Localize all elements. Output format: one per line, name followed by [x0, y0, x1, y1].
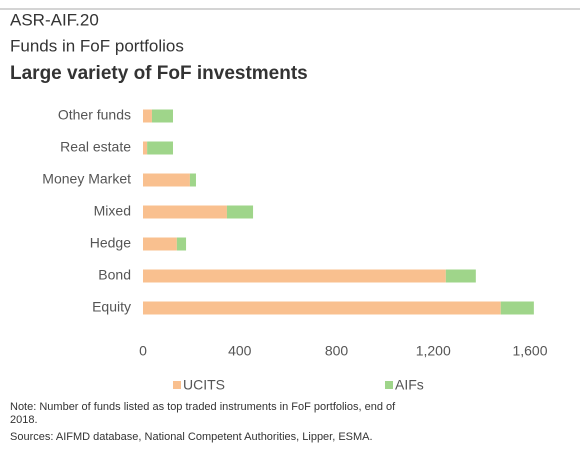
bar-segment [147, 141, 173, 155]
sources: Sources: AIFMD database, National Compet… [10, 431, 373, 443]
legend-swatch [173, 381, 181, 389]
bar-segment [143, 269, 446, 283]
legend-label: UCITS [183, 377, 225, 393]
bar-segment [143, 173, 190, 187]
bar-segment [176, 237, 187, 251]
bar-segment [500, 301, 534, 315]
y-tick-label: Equity [92, 299, 131, 315]
y-tick-label: Mixed [94, 203, 131, 219]
legend-swatch [385, 381, 393, 389]
x-tick-label: 0 [139, 343, 147, 359]
note-line: 2018. [10, 414, 38, 426]
code: ASR-AIF.20 [10, 10, 99, 29]
note-line: Note: Number of funds listed as top trad… [10, 401, 396, 413]
bar-segment [226, 205, 254, 219]
chart-title: Large variety of FoF investments [10, 63, 308, 84]
x-tick-label: 1,200 [416, 343, 451, 359]
y-tick-label: Bond [98, 267, 131, 283]
y-tick-label: Hedge [90, 235, 131, 251]
bar-segment [445, 269, 476, 283]
x-tick-label: 400 [228, 343, 252, 359]
bar-segment [143, 109, 152, 123]
x-tick-label: 1,600 [512, 343, 547, 359]
bar-segment [151, 109, 173, 123]
bar-segment [189, 173, 196, 187]
bar-segment [143, 237, 177, 251]
x-tick-label: 800 [325, 343, 349, 359]
legend-label: AIFs [395, 377, 424, 393]
bar-segment [143, 301, 501, 315]
y-tick-label: Real estate [60, 139, 131, 155]
subtitle: Funds in FoF portfolios [10, 36, 184, 55]
y-tick-label: Money Market [42, 171, 131, 187]
y-tick-label: Other funds [58, 107, 131, 123]
bar-segment [143, 205, 227, 219]
bar-segment [143, 141, 148, 155]
